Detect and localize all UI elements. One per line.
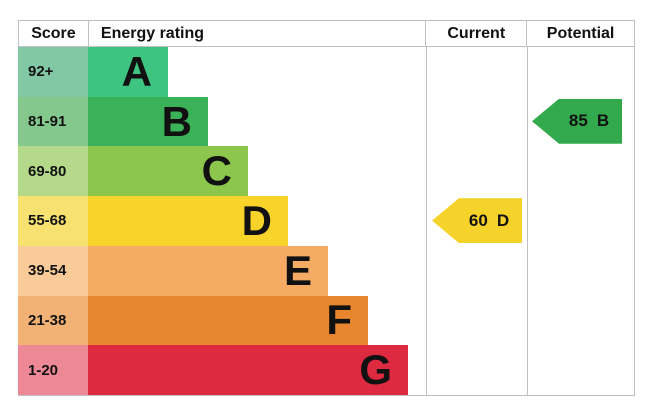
band-row-b: 81-91 B: [18, 96, 634, 147]
band-letter: G: [359, 346, 392, 394]
current-rating-letter: D: [496, 210, 510, 230]
band-row-d: 55-68 D: [18, 196, 634, 246]
potential-rating-value: 85: [568, 111, 588, 131]
band-score-label: 39-54: [18, 245, 88, 296]
band-letter: A: [121, 47, 152, 95]
band-score-label: 81-91: [18, 96, 88, 147]
band-letter: E: [283, 246, 312, 294]
band-row-e: 39-54 E: [18, 245, 634, 296]
band-score-label: 55-68: [18, 196, 88, 246]
column-header-energy-rating: Energy rating: [87, 21, 425, 46]
current-rating-value: 60: [468, 210, 488, 230]
potential-rating-letter: B: [596, 111, 610, 131]
column-header-score: Score: [18, 21, 88, 46]
band-letter: B: [161, 97, 192, 145]
band-row-a: 92+ A: [18, 47, 634, 97]
band-letter: F: [326, 296, 352, 344]
band-bar-a: A: [88, 47, 168, 97]
band-row-c: 69-80 C: [18, 146, 634, 197]
band-score-label: 21-38: [18, 295, 88, 346]
band-letter: C: [201, 147, 232, 195]
band-bar-b: B: [88, 96, 208, 147]
band-bar-f: F: [88, 295, 368, 346]
band-row-g: 1-20 G: [18, 345, 634, 395]
chart-body: 92+ A 81-91 B 69-80 C 55-68: [18, 47, 634, 396]
band-score-label: 69-80: [18, 146, 88, 197]
band-letter: D: [241, 196, 272, 244]
epc-table: Score Energy rating Current Potential 92…: [18, 20, 635, 396]
band-score-label: 92+: [18, 47, 88, 97]
band-bar-e: E: [88, 245, 328, 296]
band-bar-g: G: [88, 345, 408, 395]
band-score-label: 1-20: [18, 345, 88, 395]
header-row: Score Energy rating Current Potential: [18, 20, 634, 47]
column-header-current: Current: [425, 21, 526, 46]
potential-column-divider: [527, 47, 528, 395]
current-column-divider: [426, 47, 427, 395]
band-bar-c: C: [88, 146, 248, 197]
band-row-f: 21-38 F: [18, 295, 634, 346]
column-header-potential: Potential: [526, 21, 634, 46]
band-bar-d: D: [88, 196, 288, 246]
